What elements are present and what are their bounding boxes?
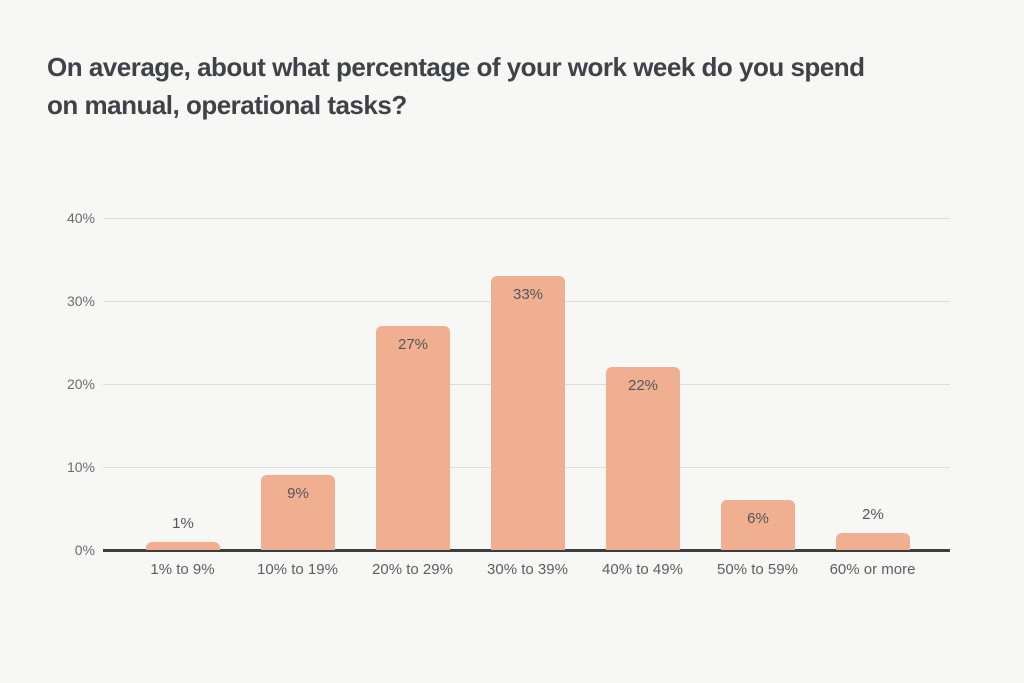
x-axis-category-label: 30% to 39% [487, 561, 568, 578]
chart-title-line-1: On average, about what percentage of you… [47, 52, 865, 82]
x-axis-category-label: 20% to 29% [372, 561, 453, 578]
bar-10% to 19% [261, 475, 335, 550]
chart-title-line-2: on manual, operational tasks? [47, 90, 407, 120]
bar-50% to 59% [721, 500, 795, 550]
chart-title: On average, about what percentage of you… [47, 48, 907, 124]
bar-30% to 39% [491, 276, 565, 550]
x-axis-category-label: 1% to 9% [150, 561, 215, 578]
x-axis-category-label: 40% to 49% [602, 561, 683, 578]
bar-1% to 9% [146, 542, 220, 550]
bar-value-label: 2% [862, 506, 884, 523]
y-axis-tick-label: 0% [74, 542, 95, 558]
x-axis-category-label: 10% to 19% [257, 561, 338, 578]
bar-value-label: 6% [747, 510, 769, 527]
y-axis-tick-label: 20% [66, 376, 95, 392]
y-axis-tick-label: 40% [66, 210, 95, 226]
bar-60% or more [836, 533, 910, 550]
y-axis-tick-label: 10% [66, 459, 95, 475]
bar-value-label: 33% [512, 286, 544, 303]
bar-value-label: 1% [172, 515, 194, 532]
x-axis-line [103, 549, 950, 552]
bar-40% to 49% [606, 367, 680, 550]
y-gridline-40% [103, 218, 950, 219]
bar-20% to 29% [376, 326, 450, 550]
x-axis-category-label: 50% to 59% [717, 561, 798, 578]
bar-value-label: 9% [287, 485, 309, 502]
bar-value-label: 22% [627, 377, 659, 394]
bar-value-label: 27% [397, 336, 429, 353]
y-axis-tick-label: 30% [66, 293, 95, 309]
x-axis-category-label: 60% or more [829, 561, 916, 578]
